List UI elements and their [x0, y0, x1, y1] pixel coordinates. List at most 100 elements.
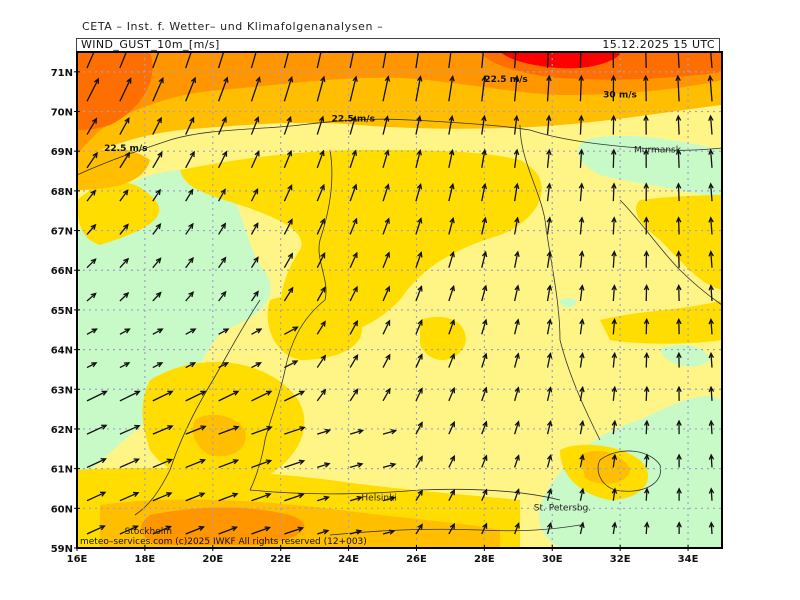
wind-arrow-head: [189, 150, 195, 158]
wind-arrow-shaft: [152, 492, 172, 502]
wind-arrow-head: [298, 459, 306, 465]
wind-arrow-shaft: [316, 287, 326, 302]
wind-arrow-shaft: [218, 493, 238, 502]
wind-arrow-shaft: [283, 52, 290, 69]
wind-arrow-head: [676, 419, 682, 426]
wind-arrow-head: [287, 252, 294, 259]
wind-arrow-head: [384, 183, 390, 190]
wind-arrow-head: [292, 326, 299, 332]
wind-arrow-head: [198, 525, 205, 532]
wind-arrow-shaft: [546, 319, 551, 335]
wind-arrow-head: [352, 319, 358, 327]
lon-tick-label: 16E: [67, 554, 88, 565]
wind-arrow-head: [157, 328, 164, 334]
wind-arrow-head: [643, 351, 650, 359]
wind-arrow-head: [188, 188, 194, 195]
strong-zone: [77, 148, 150, 190]
wind-arrow-head: [514, 522, 520, 529]
wind-arrow-shaft: [579, 149, 583, 168]
wind-arrow-shaft: [382, 52, 387, 69]
speed-label: 30 m/s: [603, 91, 637, 101]
wind-arrow-shaft: [316, 150, 324, 169]
wind-arrow-shaft: [710, 353, 713, 368]
wind-arrow-head: [481, 148, 487, 156]
wind-arrow-shaft: [677, 149, 680, 168]
wind-arrow-shaft: [382, 218, 390, 235]
wind-arrow-head: [287, 184, 293, 191]
wind-arrow-shaft: [316, 355, 326, 368]
wind-arrow-head: [101, 390, 108, 396]
wind-arrow-shaft: [185, 52, 192, 69]
wind-arrow-shaft: [251, 493, 271, 502]
wind-arrow-head: [643, 284, 650, 291]
wind-arrow-shaft: [579, 353, 584, 368]
wind-arrow-shaft: [448, 286, 455, 302]
wind-arrow-shaft: [250, 223, 259, 235]
wind-arrow-shaft: [284, 426, 305, 435]
wind-arrow-head: [388, 529, 396, 535]
wind-arrow-shaft: [349, 354, 359, 368]
lat-tick-label: 63N: [51, 385, 73, 396]
wind-arrow-shaft: [218, 291, 227, 302]
wind-arrow-head: [449, 318, 456, 326]
wind-arrow-shaft: [86, 424, 107, 435]
wind-arrow-head: [546, 521, 553, 529]
moderate-zone: [267, 295, 362, 360]
wind-arrow-head: [385, 387, 391, 394]
wind-arrow-head: [578, 182, 585, 189]
wind-arrow-shaft: [316, 52, 322, 69]
wind-arrow-shaft: [382, 388, 391, 402]
wind-arrow-shaft: [86, 118, 97, 135]
lat-tick-label: 62N: [51, 425, 73, 436]
wind-arrow-head: [231, 526, 238, 532]
wind-arrow-shaft: [546, 217, 551, 235]
wind-arrow-shaft: [514, 523, 520, 535]
lat-tick-label: 70N: [51, 108, 73, 119]
wind-arrow-shaft: [546, 251, 551, 268]
wind-arrow-shaft: [710, 421, 713, 435]
info-bar: WIND_GUST_10m_[m/s] 15.12.2025 15 UTC: [76, 38, 720, 52]
wind-arrow-head: [546, 42, 550, 47]
wind-arrow-head: [514, 216, 520, 223]
wind-arrow-shaft: [119, 492, 139, 502]
wind-arrow-head: [708, 487, 715, 494]
wind-arrow-shaft: [217, 52, 225, 69]
wind-arrow-shaft: [514, 489, 520, 501]
wind-arrow-head: [355, 529, 363, 535]
wind-arrow-shaft: [546, 149, 550, 168]
wind-arrow-shaft: [448, 455, 455, 468]
wind-arrow-shaft: [677, 76, 680, 102]
wind-arrow-head: [155, 223, 162, 230]
wind-arrow-head: [200, 425, 207, 431]
wind-arrow-shaft: [513, 251, 519, 268]
wind-arrow-head: [449, 488, 456, 496]
wind-arrow-shaft: [185, 77, 196, 102]
wind-arrow-head: [287, 218, 293, 225]
wind-arrow-shaft: [283, 116, 292, 135]
wind-arrow-shaft: [612, 149, 615, 168]
wind-arrow-shaft: [448, 421, 455, 435]
lon-tick-label: 20E: [202, 554, 223, 565]
wind-arrow-head: [157, 151, 163, 158]
wind-arrow-shaft: [316, 321, 326, 335]
wind-arrow-head: [385, 353, 391, 360]
wind-arrow-shaft: [579, 183, 583, 202]
wind-arrow-head: [134, 390, 141, 396]
wind-arrow-head: [124, 328, 131, 334]
wind-arrow-shaft: [710, 319, 713, 335]
wind-arrow-head: [643, 148, 649, 155]
wind-arrow-head: [482, 352, 488, 360]
wind-arrow-shaft: [284, 460, 304, 469]
wind-arrow-head: [320, 286, 326, 293]
wind-arrow-shaft: [481, 353, 487, 368]
wind-arrow-shaft: [481, 184, 486, 202]
wind-arrow-head: [297, 526, 305, 532]
wind-arrow-shaft: [284, 326, 298, 335]
wind-arrow-shaft: [481, 387, 487, 402]
wind-arrow-shaft: [284, 360, 298, 369]
wind-arrow-shaft: [415, 320, 423, 335]
wind-arrow-head: [320, 43, 324, 48]
wind-arrow-shaft: [251, 526, 270, 535]
wind-arrow-head: [286, 149, 293, 157]
wind-arrow-head: [482, 522, 488, 529]
